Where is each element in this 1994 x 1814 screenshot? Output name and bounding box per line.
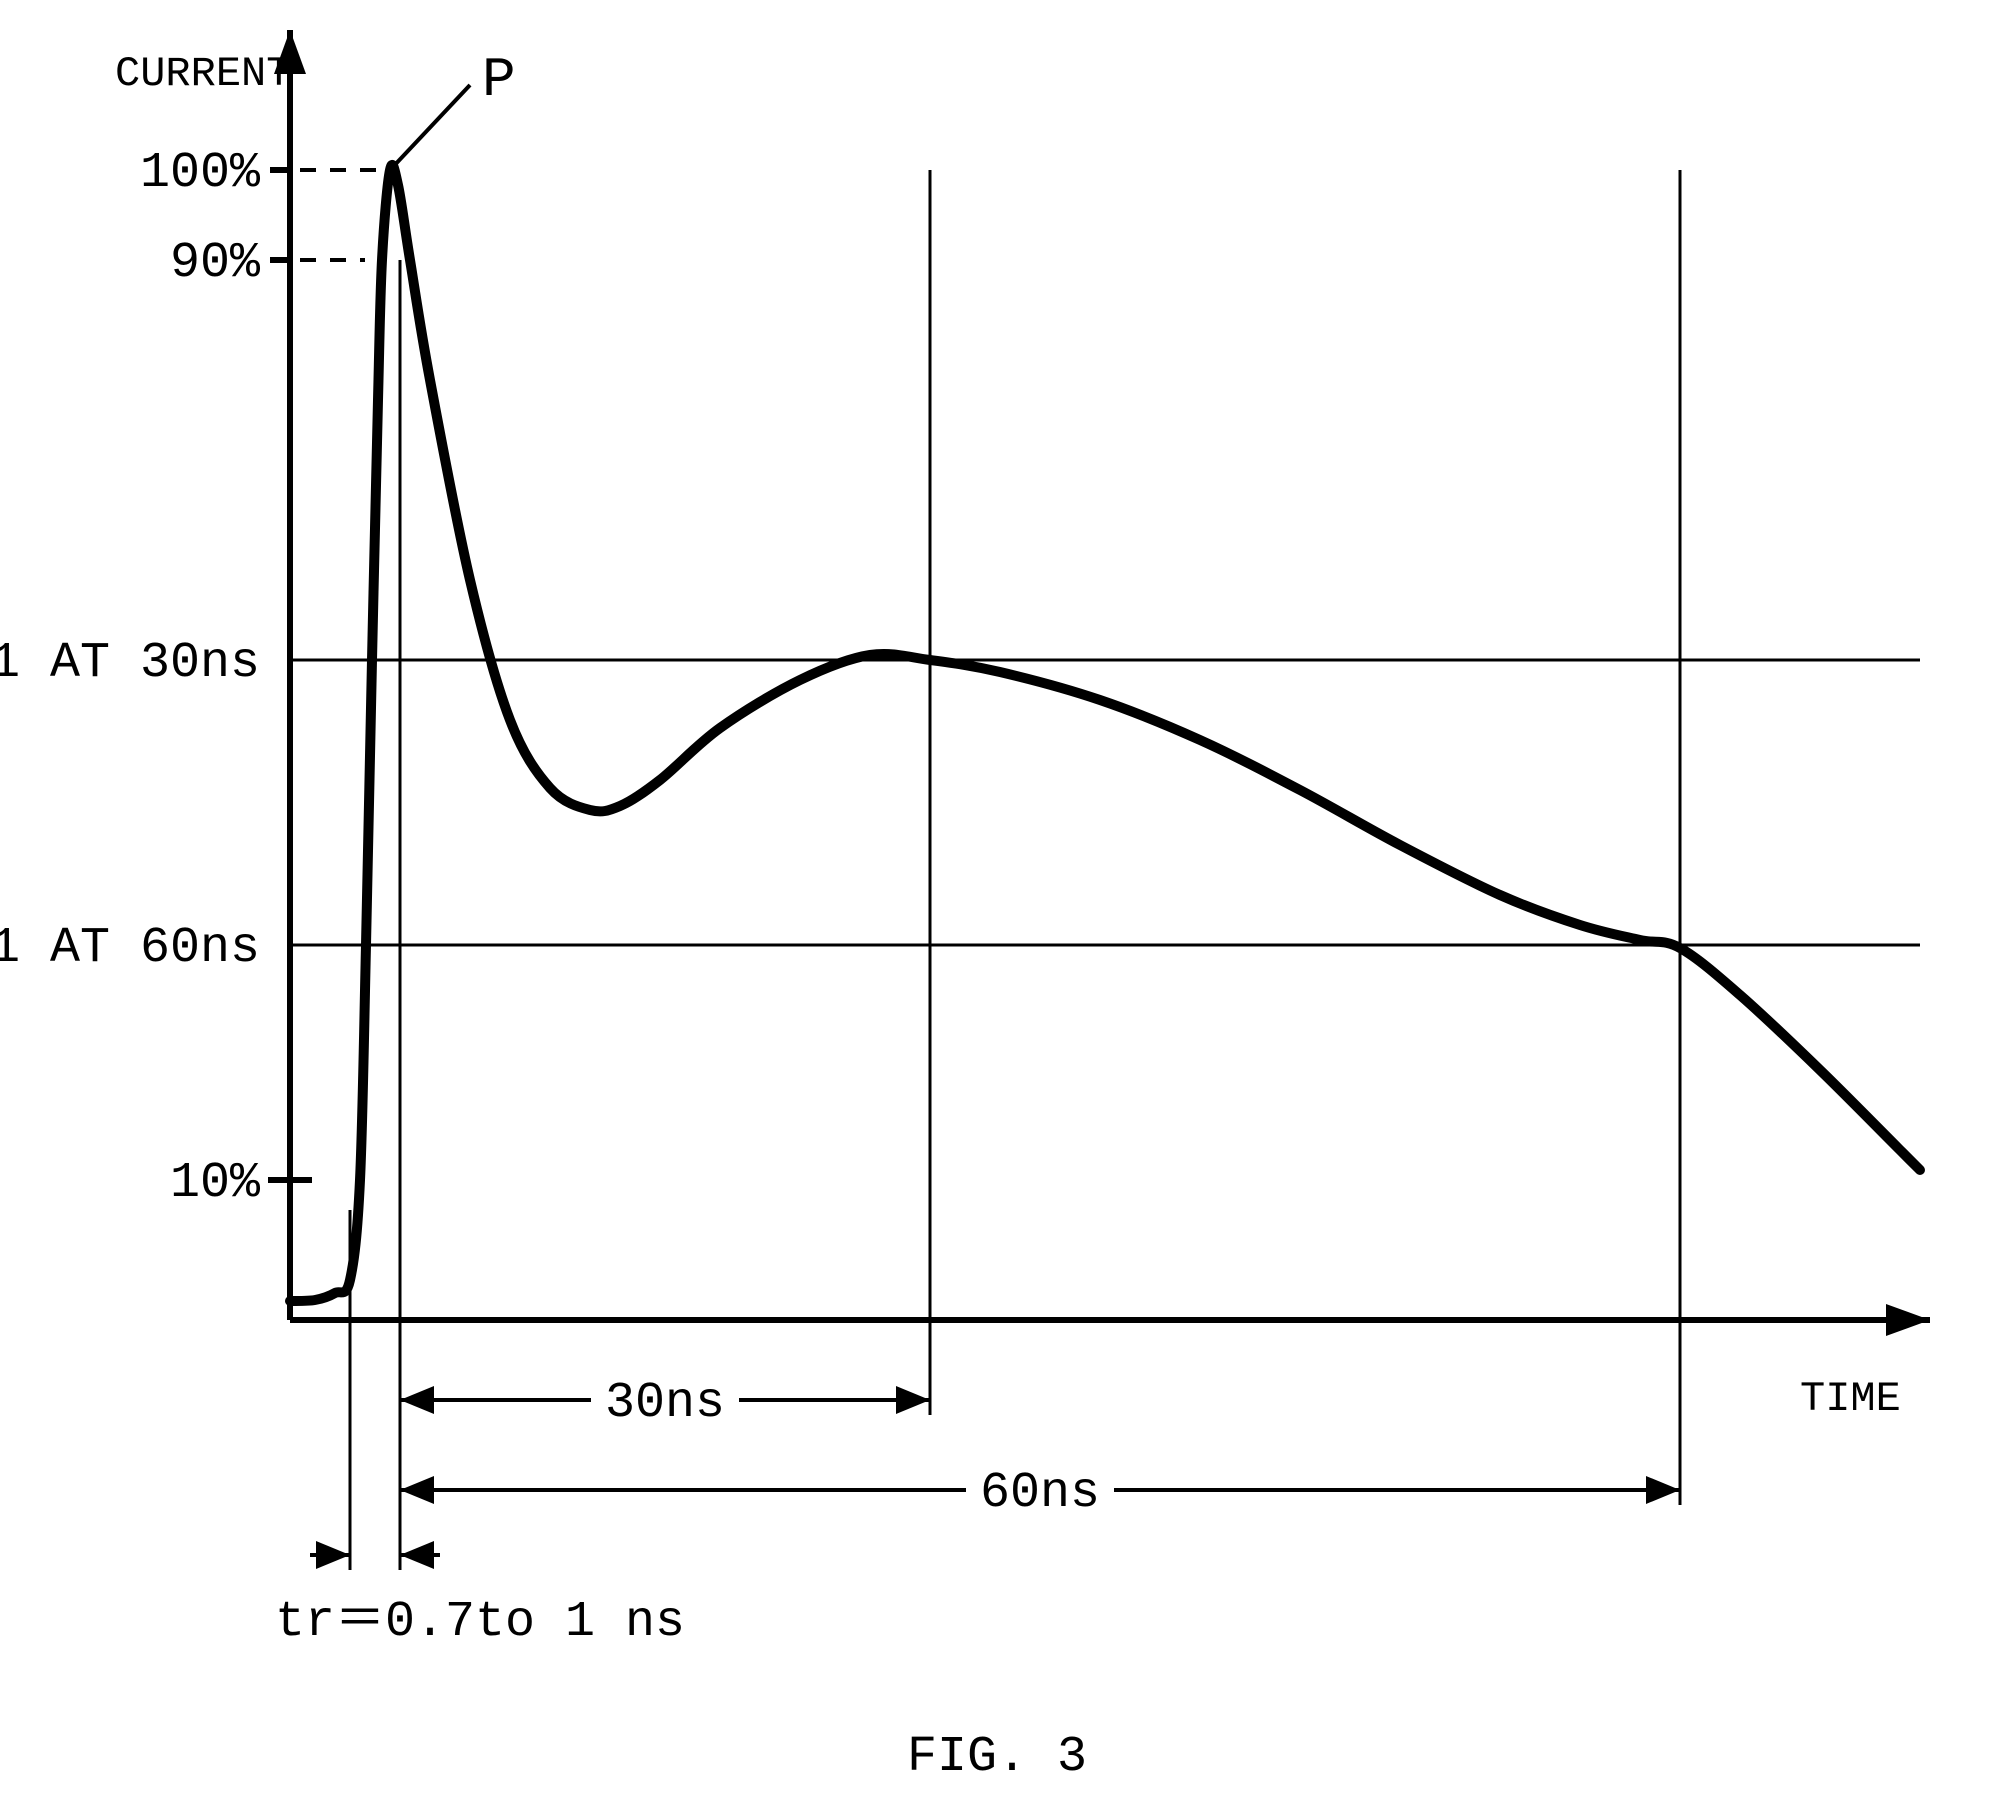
- x-axis-label: TIME: [1800, 1375, 1901, 1423]
- dimension-tr: [310, 1541, 440, 1569]
- axes: [274, 30, 1930, 1336]
- chart-svg: CURRENT TIME 100% 90% 1 AT 30ns 1 AT 60ns 10…: [0, 0, 1994, 1814]
- rise-time-label: tr＝0.7to 1 ns: [275, 1594, 685, 1651]
- y-axis-label: CURRENT: [115, 50, 291, 98]
- y-tick-label: 100%: [140, 145, 261, 202]
- peak-label: P: [482, 48, 516, 112]
- y-tick-label: 90%: [170, 235, 261, 292]
- esd-waveform-curve: [290, 165, 1920, 1301]
- dimension-30ns: 30ns: [400, 1366, 930, 1432]
- dimension-60ns: 60ns: [400, 1456, 1680, 1522]
- y-tick-label: 1 AT 60ns: [0, 920, 260, 977]
- figure-caption: FIG. 3: [907, 1729, 1087, 1786]
- dimension-label: 60ns: [980, 1465, 1100, 1522]
- vertical-reference-lines: [350, 170, 1680, 1570]
- peak-callout-line: [390, 85, 470, 170]
- y-tick-label: 10%: [170, 1155, 261, 1212]
- dimension-arrows: 30ns 60ns: [310, 1366, 1680, 1569]
- x-axis-arrowhead: [1886, 1304, 1930, 1336]
- y-tick-label: 1 AT 30ns: [0, 635, 260, 692]
- dimension-label: 30ns: [605, 1375, 725, 1432]
- figure-container: CURRENT TIME 100% 90% 1 AT 30ns 1 AT 60ns 10…: [0, 0, 1994, 1814]
